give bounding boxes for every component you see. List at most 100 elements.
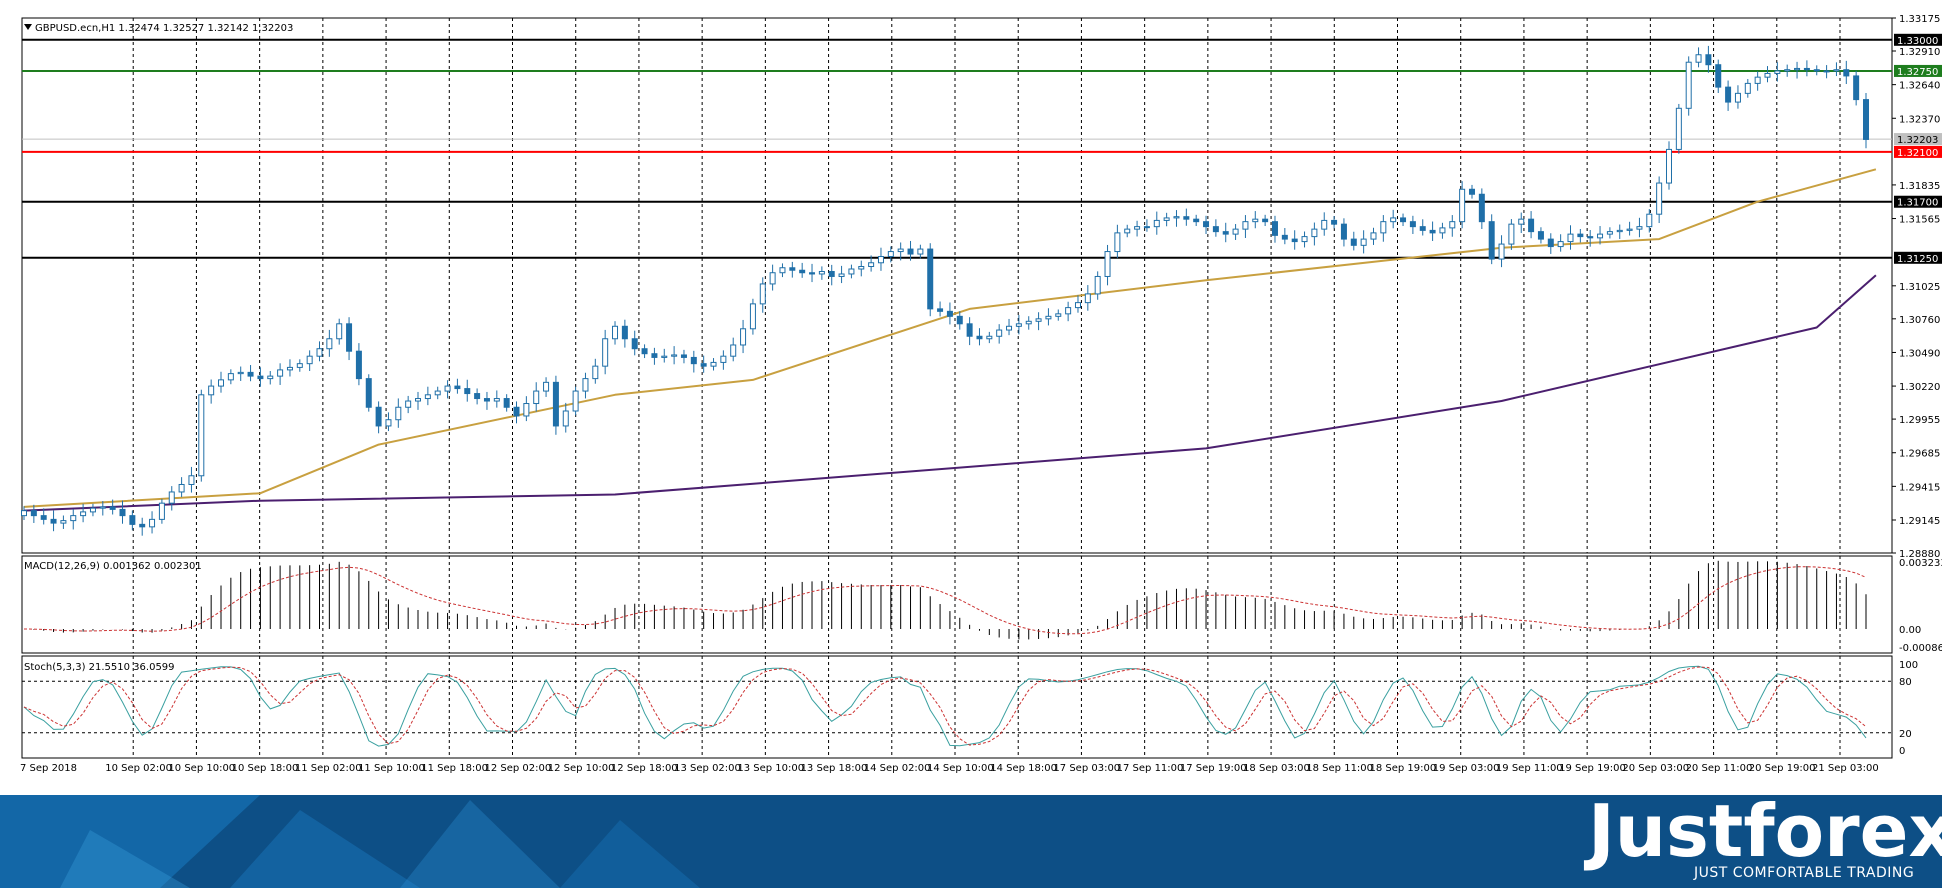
candle-body bbox=[868, 262, 875, 268]
candle-body bbox=[1350, 238, 1357, 246]
x-tick-label: 18 Sep 11:00 bbox=[1306, 763, 1373, 774]
x-tick-label: 11 Sep 18:00 bbox=[421, 763, 488, 774]
candle-body bbox=[1271, 221, 1278, 236]
candle-body bbox=[247, 371, 254, 377]
candle-body bbox=[1439, 227, 1446, 234]
candle-body bbox=[1281, 234, 1288, 240]
x-tick-label: 19 Sep 11:00 bbox=[1496, 763, 1563, 774]
macd-title: MACD(12,26,9) 0.001362 0.002301 bbox=[24, 561, 202, 572]
candle-body bbox=[444, 385, 451, 392]
candle-body bbox=[917, 248, 924, 255]
x-tick-label: 10 Sep 18:00 bbox=[232, 763, 299, 774]
candle-body bbox=[1518, 218, 1525, 225]
stoch-main-line bbox=[23, 665, 1867, 747]
banner-shape-2 bbox=[230, 810, 420, 888]
stoch-tick-label: 0 bbox=[1899, 746, 1905, 757]
stoch-tick-label: 20 bbox=[1899, 729, 1912, 740]
candle-body bbox=[1124, 228, 1131, 234]
candle-body bbox=[621, 325, 628, 340]
level-label: 1.32100 bbox=[1897, 148, 1938, 159]
candle-body bbox=[1232, 228, 1239, 235]
candle-body bbox=[602, 338, 609, 367]
candle-body bbox=[1459, 188, 1466, 223]
candle-body bbox=[996, 329, 1003, 337]
candle-body bbox=[1301, 236, 1308, 243]
level-label-box bbox=[1894, 133, 1942, 146]
panel-frame-st bbox=[21, 655, 1893, 759]
candle-body bbox=[365, 378, 372, 408]
price-tick-label: 1.33175 bbox=[1899, 14, 1940, 25]
candle-body bbox=[749, 303, 756, 330]
candle-body bbox=[1370, 232, 1377, 240]
x-tick-label: 20 Sep 11:00 bbox=[1686, 763, 1753, 774]
candle-body bbox=[1242, 221, 1249, 230]
candle-body bbox=[50, 518, 57, 524]
x-tick-label: 10 Sep 10:00 bbox=[168, 763, 235, 774]
candle-body bbox=[612, 325, 619, 340]
candle-body bbox=[533, 390, 540, 405]
collapse-triangle-icon[interactable] bbox=[24, 24, 32, 30]
candle-body bbox=[1488, 221, 1495, 260]
candle-body bbox=[227, 373, 234, 381]
candle-body bbox=[60, 520, 67, 524]
candle-body bbox=[740, 328, 747, 346]
level-label: 1.33000 bbox=[1897, 36, 1938, 47]
candle-body bbox=[523, 403, 530, 417]
candle-body bbox=[1606, 231, 1613, 235]
candle-body bbox=[1498, 243, 1505, 260]
candle-body bbox=[1528, 218, 1535, 233]
x-tick-label: 18 Sep 19:00 bbox=[1370, 763, 1437, 774]
main-chart-title: GBPUSD.ecn,H1 1.32474 1.32527 1.32142 1.… bbox=[35, 23, 293, 34]
candle-body bbox=[1863, 99, 1869, 140]
candle-body bbox=[897, 248, 904, 253]
x-tick-label: 21 Sep 03:00 bbox=[1812, 763, 1879, 774]
brand-banner: Justforex JUST COMFORTABLE TRADING bbox=[0, 789, 1942, 888]
price-tick-label: 1.30220 bbox=[1899, 382, 1940, 393]
candle-body bbox=[1794, 67, 1801, 71]
macd-histogram bbox=[23, 560, 1867, 640]
candle-body bbox=[1006, 325, 1013, 331]
candle-body bbox=[89, 507, 96, 513]
candle-body bbox=[1025, 320, 1032, 325]
candle-body bbox=[1478, 193, 1485, 223]
x-tick-label: 19 Sep 19:00 bbox=[1559, 763, 1626, 774]
horizontal-levels: 1.33000 1.32750 1.32203 1.32100 1.31700 1.312… bbox=[22, 33, 1942, 265]
candle-body bbox=[1291, 238, 1298, 243]
candle-body bbox=[592, 365, 599, 380]
panel-frame-main bbox=[21, 17, 1893, 554]
candle-body bbox=[286, 366, 293, 371]
price-tick-label: 1.28880 bbox=[1899, 549, 1940, 560]
candle-body bbox=[1429, 229, 1436, 234]
candle-body bbox=[720, 355, 727, 363]
candle-body bbox=[700, 363, 707, 367]
candle-body bbox=[1823, 70, 1830, 73]
price-tick-label: 1.32640 bbox=[1899, 81, 1940, 92]
candle-body bbox=[1734, 92, 1741, 103]
candle-body bbox=[277, 369, 284, 377]
x-tick-label: 7 Sep 2018 bbox=[20, 763, 77, 774]
candle-body bbox=[1360, 238, 1367, 246]
candle-body bbox=[316, 348, 323, 357]
x-tick-label: 19 Sep 03:00 bbox=[1433, 763, 1500, 774]
candle-body bbox=[99, 506, 106, 509]
candle-body bbox=[966, 323, 973, 337]
candle-body bbox=[562, 410, 569, 427]
x-tick-label: 11 Sep 02:00 bbox=[295, 763, 362, 774]
candle-body bbox=[1468, 188, 1475, 195]
candle-body bbox=[208, 385, 215, 396]
candle-body bbox=[1183, 216, 1190, 220]
candle-body bbox=[1380, 221, 1387, 234]
candle-body bbox=[1833, 69, 1840, 72]
candle-body bbox=[907, 248, 914, 255]
price-tick-label: 1.29145 bbox=[1899, 516, 1940, 527]
candle-body bbox=[769, 272, 776, 285]
level-label: 1.31250 bbox=[1897, 254, 1938, 265]
macd-tick-label: 0.003233 bbox=[1899, 558, 1942, 569]
candle-body bbox=[1803, 67, 1810, 71]
x-tick-label: 14 Sep 10:00 bbox=[927, 763, 994, 774]
candle-body bbox=[1725, 86, 1732, 103]
banner-shape-1 bbox=[0, 795, 260, 888]
candle-body bbox=[937, 308, 944, 312]
candle-body bbox=[1419, 226, 1426, 231]
